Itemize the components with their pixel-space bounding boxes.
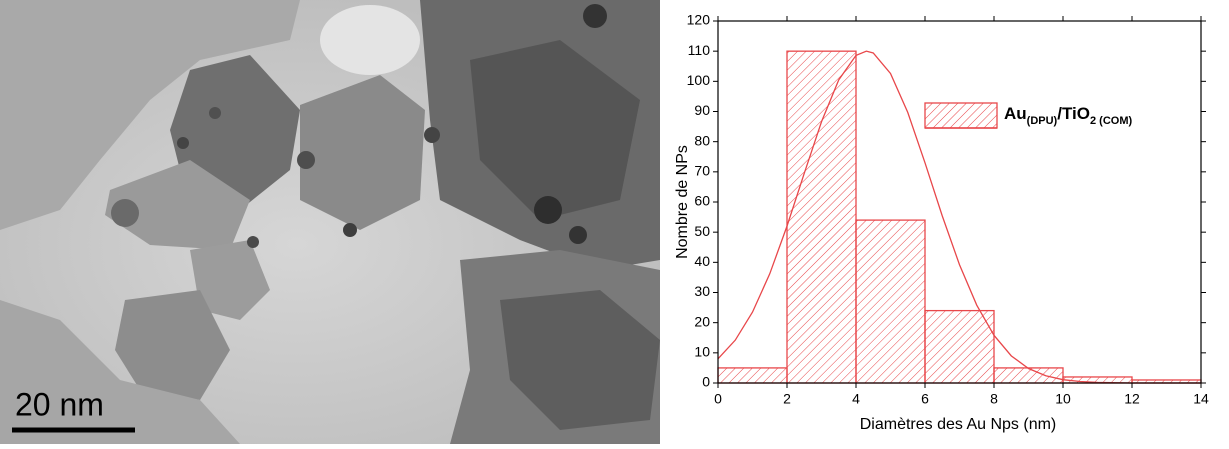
x-tick-label: 8 <box>990 391 998 407</box>
y-tick-label: 50 <box>694 223 710 239</box>
bar <box>855 219 926 384</box>
y-tick-label: 60 <box>694 193 710 209</box>
y-tick-label: 70 <box>694 163 710 179</box>
x-tick-label: 10 <box>1055 391 1071 407</box>
tem-image: 20 nm <box>0 0 660 444</box>
y-tick-label: 90 <box>694 102 710 118</box>
legend-text-part: (DPU) <box>1027 115 1058 127</box>
bar <box>993 367 1064 384</box>
y-tick-label: 10 <box>694 344 710 360</box>
fit-curve <box>717 50 1201 384</box>
bar <box>786 50 857 384</box>
y-tick-label: 30 <box>694 283 710 299</box>
bar <box>717 367 788 384</box>
y-tick-label: 80 <box>694 132 710 148</box>
y-tick-label: 0 <box>702 374 710 390</box>
x-axis-label: Diamètres des Au Nps (nm) <box>860 416 1057 433</box>
x-tick-label: 2 <box>783 391 791 407</box>
x-tick-label: 4 <box>852 391 860 407</box>
y-tick-label: 20 <box>694 313 710 329</box>
legend-text-part: Au <box>1004 104 1027 123</box>
legend-label: Au(DPU)/TiO2 (COM) <box>1004 104 1132 126</box>
scale-label: 20 nm <box>15 386 104 422</box>
x-tick-label: 12 <box>1124 391 1140 407</box>
legend-swatch <box>924 102 998 129</box>
x-tick-label: 6 <box>921 391 929 407</box>
y-tick-label: 40 <box>694 253 710 269</box>
x-tick-label: 0 <box>714 391 722 407</box>
x-tick-label: 14 <box>1193 391 1209 407</box>
bar <box>924 309 995 384</box>
y-tick-label: 120 <box>687 12 711 28</box>
y-tick-label: 110 <box>688 42 711 58</box>
y-axis-label: Nombre de NPs <box>674 145 691 259</box>
legend-text-part: /TiO <box>1057 104 1090 123</box>
y-tick-label: 100 <box>687 72 711 88</box>
legend-text-part: 2 (COM) <box>1090 115 1133 127</box>
